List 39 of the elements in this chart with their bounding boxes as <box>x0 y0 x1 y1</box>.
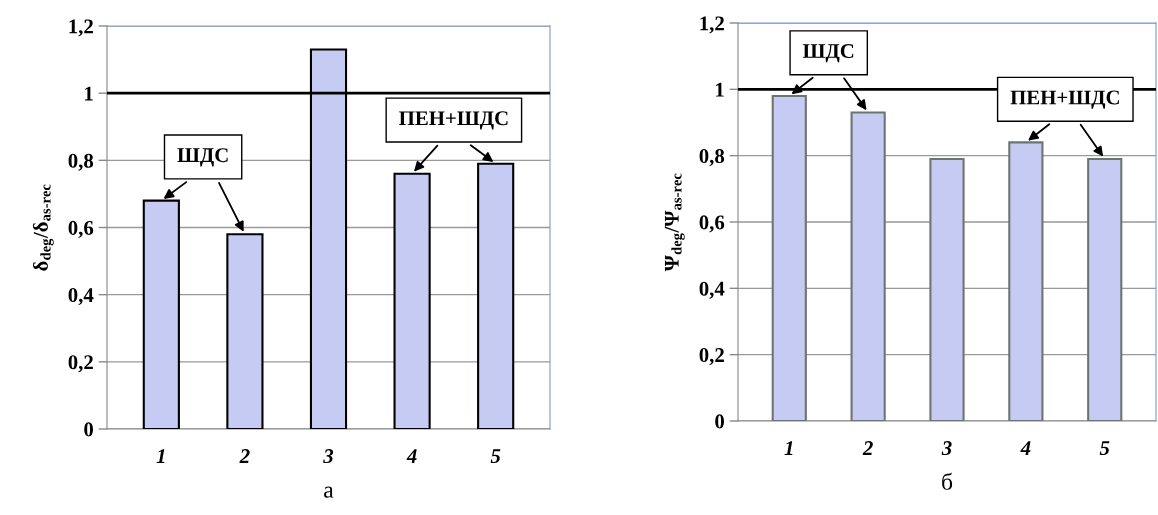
x-axis-title: а <box>324 486 334 498</box>
bar <box>1087 157 1123 421</box>
x-tick-label: 3 <box>941 441 952 456</box>
annotation: ШДС <box>177 148 228 167</box>
x-axis-title: б <box>942 472 953 490</box>
x-tick-label: 2 <box>239 449 250 463</box>
annotation: ШДС <box>802 44 854 63</box>
annotation: ПЕН+ШДС <box>399 111 508 130</box>
x-tick-label: 5 <box>1099 441 1110 456</box>
y-axis-title: δ$_{deg}$/δ$_{as-rec}$ <box>33 184 54 271</box>
bar <box>929 157 965 421</box>
y-tick-label: 0,4 <box>68 288 94 306</box>
bar <box>226 233 264 429</box>
x-tick-label: 1 <box>784 441 793 455</box>
bar <box>771 94 807 421</box>
bar <box>393 172 431 429</box>
y-tick-label: 0 <box>715 414 725 429</box>
y-tick-label: 0,2 <box>68 355 93 373</box>
y-tick-label: 1,2 <box>69 19 93 37</box>
bar <box>850 111 886 421</box>
x-tick-label: 3 <box>323 449 334 464</box>
x-tick-label: 2 <box>862 441 873 455</box>
y-tick-label: 0,2 <box>699 348 724 366</box>
x-tick-label: 5 <box>490 449 501 464</box>
y-axis-title: Ψ$_{deg}$/Ψ$_{as-rec}$ <box>664 173 685 272</box>
y-tick-label: 1,2 <box>700 16 724 34</box>
x-tick-label: 4 <box>1020 441 1031 455</box>
x-tick-label: 1 <box>156 449 165 463</box>
y-tick-label: 0,8 <box>699 149 725 167</box>
y-tick-label: 1 <box>716 82 724 97</box>
y-tick-label: 0,8 <box>68 153 94 171</box>
y-tick-label: 0,4 <box>699 281 725 299</box>
x-tick-label: 4 <box>406 449 417 463</box>
y-tick-label: 0 <box>84 422 94 437</box>
y-tick-label: 0,6 <box>699 215 725 233</box>
annotation: ПЕН+ШДС <box>1010 90 1119 109</box>
y-tick-label: 0,6 <box>68 220 94 238</box>
bar <box>1008 141 1044 421</box>
y-tick-label: 1 <box>85 86 93 101</box>
